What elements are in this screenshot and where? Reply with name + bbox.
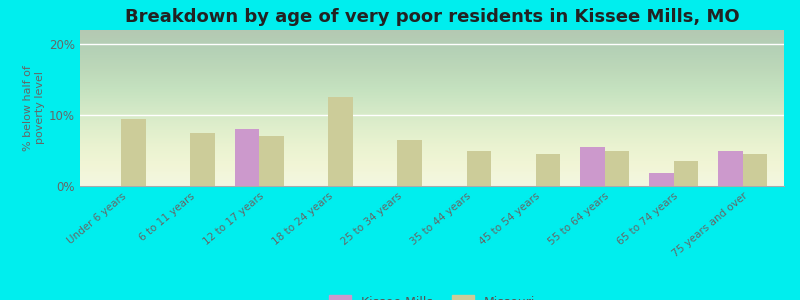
Bar xyxy=(398,140,422,186)
Bar xyxy=(535,154,560,186)
Legend: Kissee Mills, Missouri: Kissee Mills, Missouri xyxy=(322,289,542,300)
Bar xyxy=(122,118,146,186)
Bar xyxy=(190,133,214,186)
Bar xyxy=(742,154,766,186)
Y-axis label: % below half of
poverty level: % below half of poverty level xyxy=(23,65,45,151)
Bar xyxy=(580,147,605,186)
Bar xyxy=(235,129,259,186)
Bar xyxy=(259,136,284,186)
Title: Breakdown by age of very poor residents in Kissee Mills, MO: Breakdown by age of very poor residents … xyxy=(125,8,739,26)
Bar xyxy=(650,173,674,186)
Bar xyxy=(466,151,490,186)
Bar xyxy=(329,98,353,186)
Bar xyxy=(605,151,629,186)
Bar xyxy=(674,161,698,186)
Bar xyxy=(718,151,742,186)
